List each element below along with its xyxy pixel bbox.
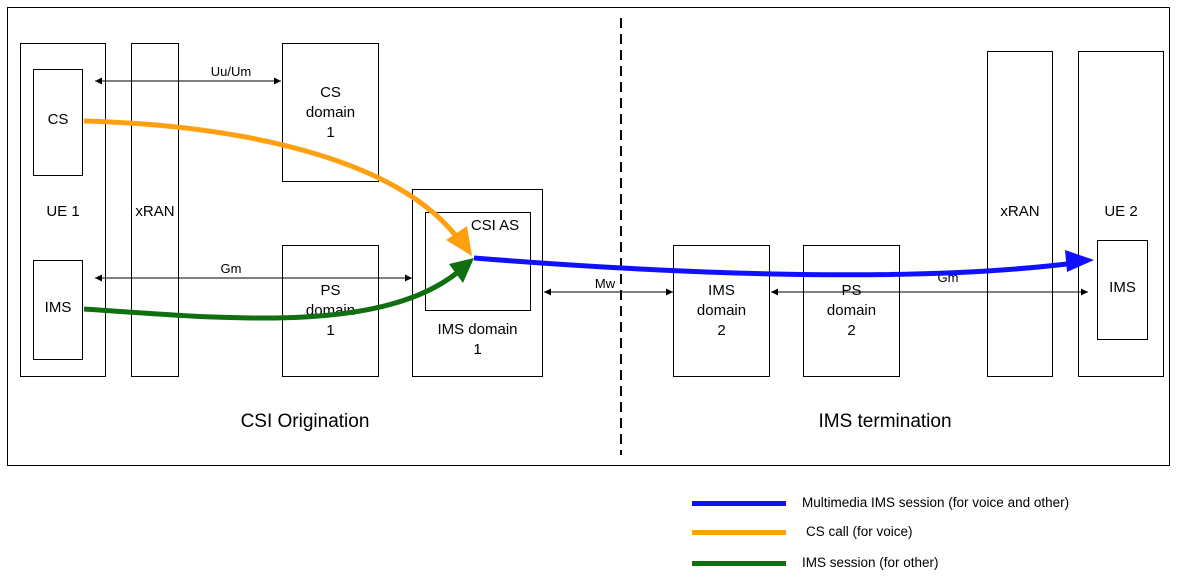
ue2-ims-box — [1097, 240, 1148, 340]
interface-mw-label: Mw — [594, 276, 616, 291]
legend-swatch-ims-other — [692, 561, 786, 566]
cs-domain1-label: CS domain 1 — [305, 84, 356, 141]
ims-other-session-path — [83, 270, 460, 321]
interface-gm-left-label: Gm — [220, 261, 242, 276]
ue1-ims-label: IMS — [44, 299, 72, 316]
cs-call-path — [83, 118, 465, 246]
ue1-cs-box — [33, 69, 83, 176]
ue2-label: UE 2 — [1104, 203, 1138, 220]
ue1-cs-label: CS — [47, 111, 69, 128]
multimedia-ims-session-path — [473, 255, 1076, 278]
legend-swatch-ims-session — [692, 501, 786, 506]
ims-other-session-arrowhead — [449, 258, 474, 283]
ue1-label: UE 1 — [46, 203, 80, 220]
xran1-box — [131, 43, 179, 377]
xran2-box — [987, 51, 1053, 377]
legend-label-cs-call: CS call (for voice) — [806, 524, 913, 539]
ps-domain2-box — [803, 245, 900, 377]
ims-domain2-box — [673, 245, 770, 377]
ue1-ims-box — [33, 260, 83, 360]
ims-domain1-label: IMS domain 1 — [437, 321, 518, 358]
section-ims-termination-label: IMS termination — [818, 411, 952, 432]
legend-swatch-cs-call — [692, 530, 786, 535]
legend-label-ims-other: IMS session (for other) — [802, 555, 939, 570]
xran1-label: xRAN — [135, 203, 175, 220]
ue2-ims-label: IMS — [1109, 279, 1136, 296]
multimedia-ims-session-arrowhead — [1065, 250, 1094, 272]
ims-domain2-label: IMS domain 2 — [696, 282, 747, 339]
cs-call-arrowhead — [446, 226, 472, 256]
legend-label-ims-session: Multimedia IMS session (for voice and ot… — [802, 495, 1070, 510]
csi-as-label: CSI AS — [470, 217, 520, 234]
xran2-label: xRAN — [1000, 203, 1040, 220]
section-csi-origination-label: CSI Origination — [240, 411, 370, 432]
interface-uu-um-label: Uu/Um — [210, 64, 252, 79]
